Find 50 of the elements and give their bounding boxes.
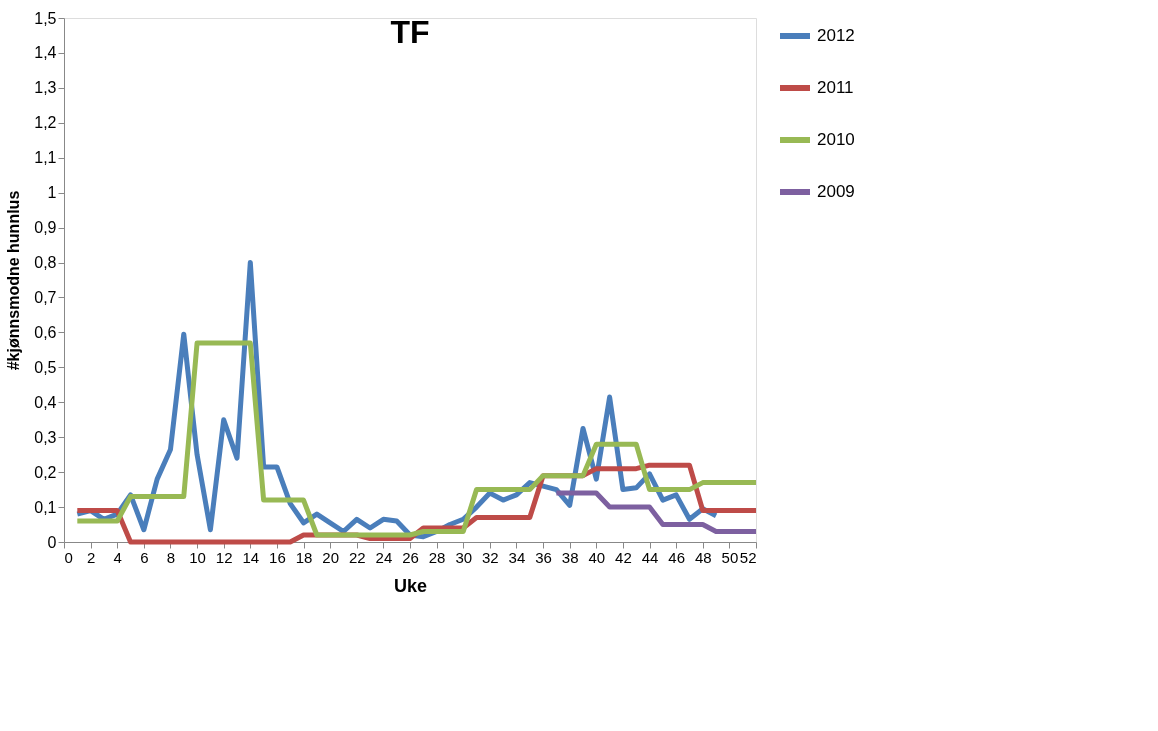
y-tick-label: 0: [47, 533, 57, 551]
y-tick-label: 0,2: [34, 463, 57, 481]
y-tick-label: 0,4: [34, 393, 57, 411]
x-tick-label: 30: [455, 548, 473, 566]
x-tick-label: 28: [428, 548, 446, 566]
y-axis-title: #kjønnsmodne hunnlus: [5, 190, 23, 371]
legend-label: 2009: [817, 182, 855, 201]
legend-label: 2012: [817, 26, 855, 45]
y-tick-label: 0,7: [34, 288, 57, 306]
x-tick-label: 32: [482, 548, 499, 566]
x-axis-title: Uke: [393, 575, 428, 596]
y-tick-label: 1: [47, 184, 57, 202]
y-tick-label: 1,1: [34, 149, 57, 167]
y-tick-label: 0,5: [34, 358, 57, 376]
x-tick-label: 14: [242, 548, 260, 566]
x-tick-label: 6: [140, 548, 149, 566]
x-tick-label: 40: [588, 548, 606, 566]
x-tick-label: 0: [64, 548, 73, 566]
x-tick-label: 4: [113, 548, 122, 566]
x-tick-label: 8: [166, 548, 176, 566]
y-tick-label: 0,3: [34, 428, 57, 446]
x-tick-label: 12: [215, 548, 233, 566]
x-tick-label: 38: [561, 548, 579, 566]
legend-label: 2011: [817, 78, 854, 97]
x-tick-label: 18: [295, 548, 313, 566]
x-tick-label: 42: [615, 548, 632, 566]
legend-label: 2010: [817, 130, 855, 149]
y-tick-label: 1,5: [34, 9, 57, 27]
x-tick-label: 44: [641, 548, 659, 566]
x-tick-label: 2: [86, 548, 96, 566]
chart-title: TF: [390, 14, 430, 50]
x-tick-label: 36: [535, 548, 552, 566]
x-tick-label: 46: [668, 548, 685, 566]
x-tick-label: 52: [739, 548, 757, 566]
x-tick-label: 34: [508, 548, 526, 566]
y-tick-label: 0,6: [34, 323, 57, 341]
y-tick-label: 1,3: [34, 79, 57, 97]
x-tick-label: 24: [375, 548, 393, 566]
y-tick-label: 1,4: [34, 44, 57, 62]
x-tick-label: 22: [348, 548, 366, 566]
y-tick-label: 0,9: [34, 219, 57, 237]
y-tick-label: 1,2: [34, 114, 57, 132]
x-tick-label: 50: [721, 548, 739, 566]
y-tick-label: 0,1: [34, 498, 57, 516]
x-tick-label: 48: [694, 548, 712, 566]
y-tick-label: 0,8: [34, 254, 57, 272]
x-tick-label: 20: [322, 548, 339, 566]
x-tick-label: 16: [269, 548, 286, 566]
x-tick-label: 26: [402, 548, 419, 566]
x-tick-label: 10: [189, 548, 206, 566]
